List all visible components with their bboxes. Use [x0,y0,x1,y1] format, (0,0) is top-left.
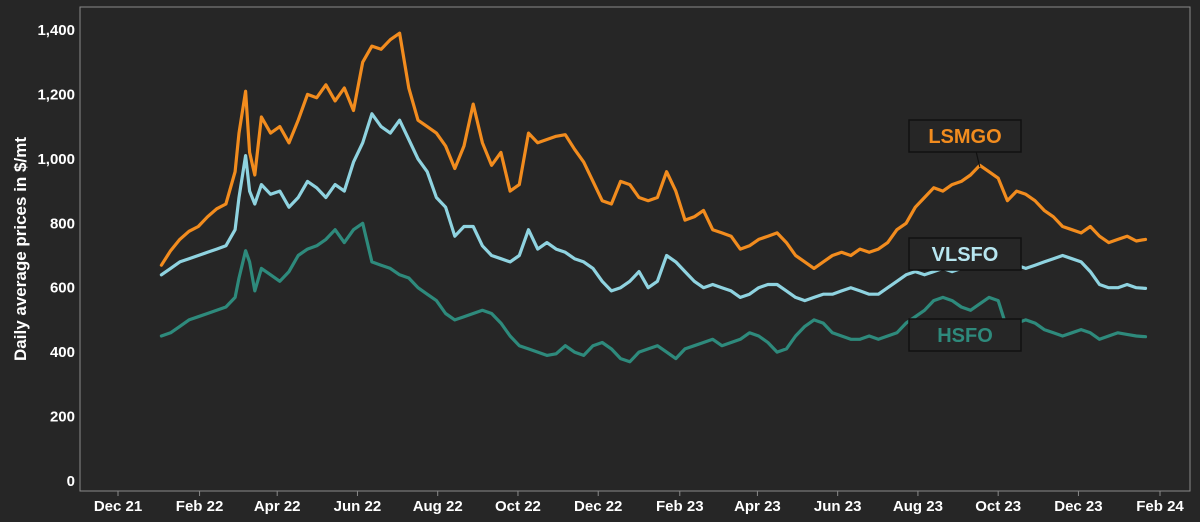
callout-vlsfo: VLSFO [908,237,1022,271]
x-tick-label: Aug 23 [893,498,943,515]
y-axis-label: Daily average prices in $/mt [11,137,30,361]
y-tick-label: 1,000 [37,151,75,168]
x-axis: Dec 21 Feb 22 Apr 22 Jun 22 Aug 22 Oct 22 Dec … [94,491,1184,515]
x-tick-label: Aug 22 [413,498,463,515]
series-callouts: LSMGO VLSFO HSFO [908,119,1022,352]
x-tick-label: Dec 23 [1054,498,1102,515]
plot-frame [79,6,1191,492]
x-tick-label: Oct 22 [495,498,541,515]
y-tick-label: 400 [50,344,75,361]
y-tick-label: 1,200 [37,86,75,103]
y-tick-label: 800 [50,215,75,232]
x-tick-label: Jun 23 [814,498,862,515]
callout-hsfo: HSFO [908,318,1022,352]
y-axis: 0 200 400 600 800 1,000 1,200 1,400 [37,22,75,490]
x-tick-label: Dec 21 [94,498,142,515]
callout-box [908,237,1022,271]
x-tick-label: Oct 23 [975,498,1021,515]
callout-label: LSMGO [928,126,1001,148]
y-tick-label: 1,400 [37,22,75,39]
callout-box [908,318,1022,352]
x-tick-label: Feb 22 [176,498,224,515]
callout-lsmgo: LSMGO [908,119,1022,168]
callout-box [908,119,1022,153]
callout-label: HSFO [937,325,993,347]
x-tick-label: Dec 22 [574,498,622,515]
y-tick-label: 200 [50,409,75,426]
x-tick-label: Feb 24 [1136,498,1184,515]
series-line-hsfo [159,221,1148,364]
y-tick-label: 0 [67,473,75,490]
y-tick-label: 600 [50,280,75,297]
x-tick-label: Jun 22 [334,498,382,515]
series-line-lsmgo [159,31,1148,270]
x-tick-label: Apr 22 [254,498,301,515]
x-tick-label: Feb 23 [656,498,704,515]
callout-label: VLSFO [932,244,999,266]
x-tick-label: Apr 23 [734,498,781,515]
callout-leader [975,151,981,168]
